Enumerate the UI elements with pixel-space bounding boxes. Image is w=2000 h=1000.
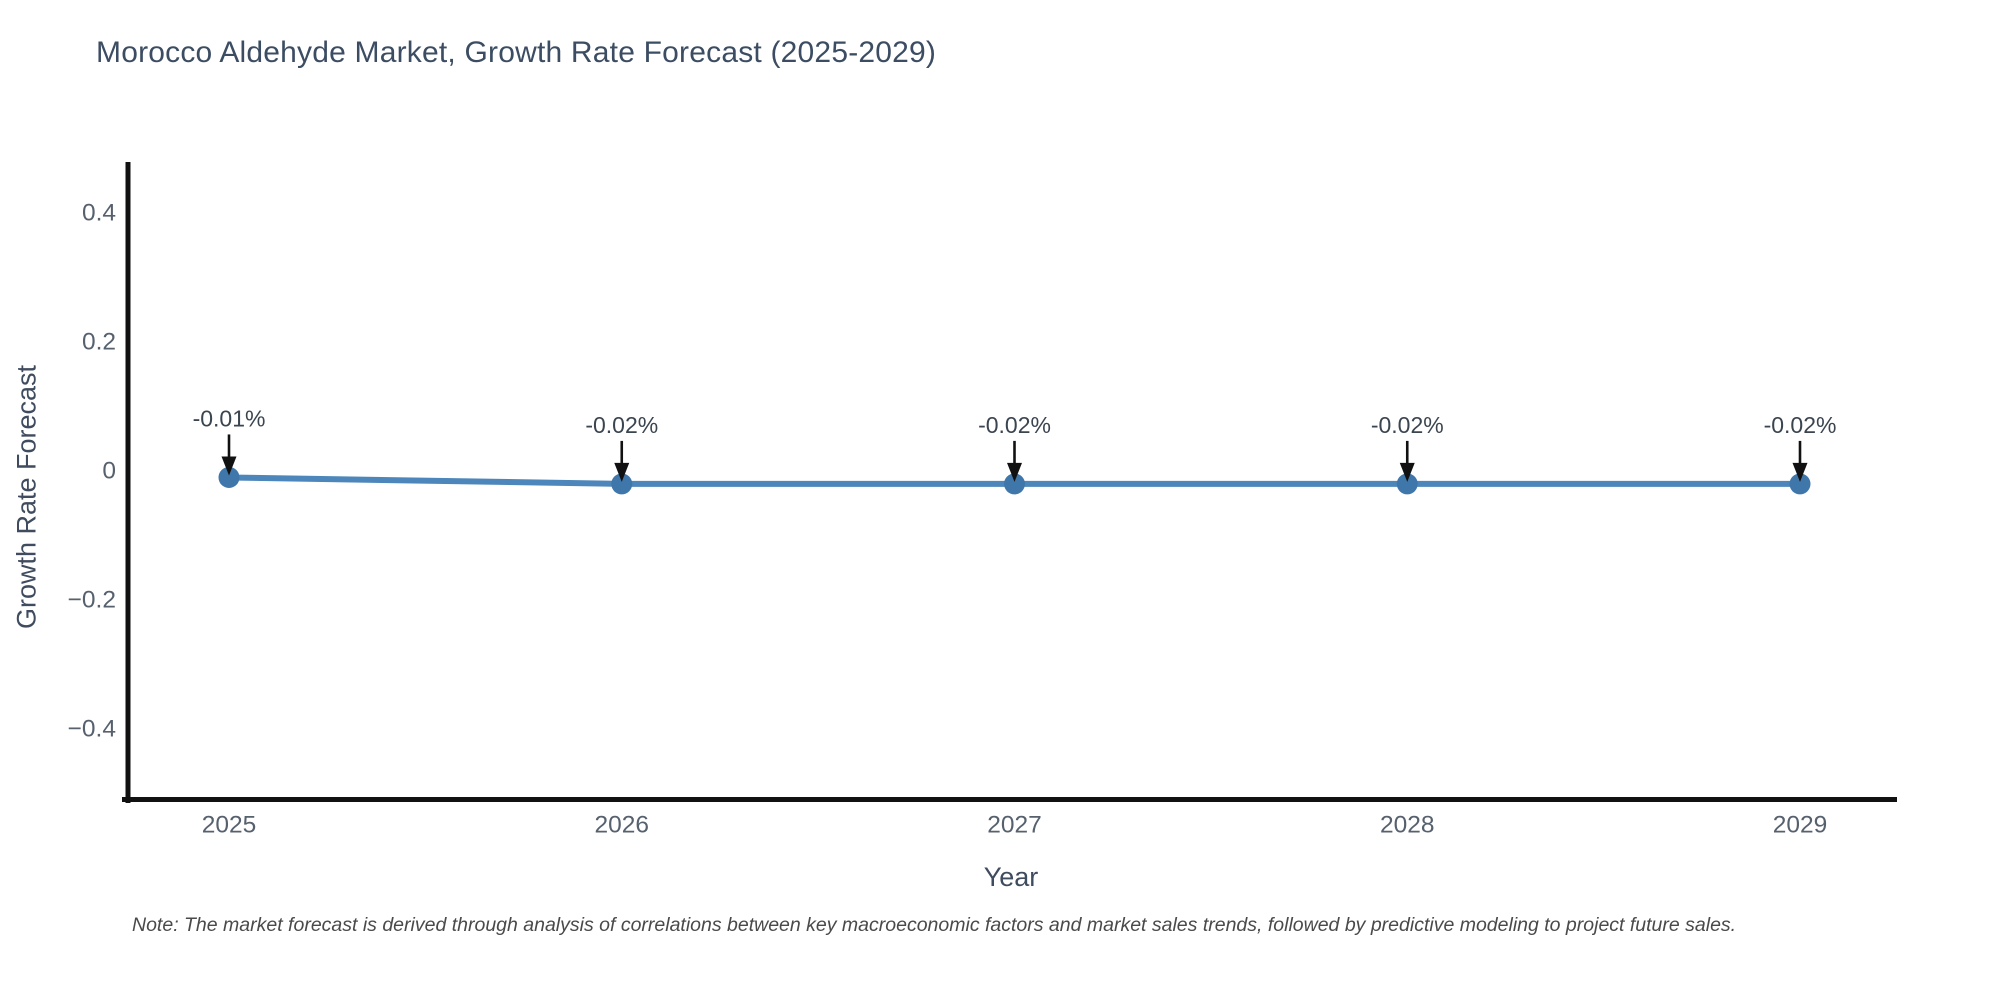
chart-footnote: Note: The market forecast is derived thr… bbox=[132, 914, 1737, 936]
annotation-arrow-head bbox=[614, 462, 630, 482]
data-point-2027[interactable] bbox=[1004, 473, 1025, 495]
x-tick-label: 2029 bbox=[1773, 812, 1828, 839]
x-axis-line bbox=[122, 797, 1897, 802]
y-tick-label: 0.2 bbox=[82, 329, 116, 356]
annotation-arrow-head bbox=[221, 456, 237, 476]
point-label: -0.02% bbox=[1764, 412, 1837, 438]
annotation-arrow-head bbox=[1007, 462, 1022, 482]
y-tick-label: 0.4 bbox=[82, 200, 116, 227]
y-axis-title: Growth Rate Forecast bbox=[11, 364, 42, 630]
x-tick-label: 2025 bbox=[202, 812, 257, 839]
y-axis-line bbox=[125, 162, 131, 803]
point-label: -0.02% bbox=[1371, 412, 1444, 438]
chart-title: Morocco Aldehyde Market, Growth Rate For… bbox=[96, 36, 937, 69]
x-axis-title: Year bbox=[983, 862, 1039, 892]
y-tick-label: −0.2 bbox=[68, 587, 116, 614]
data-point-2025[interactable] bbox=[218, 466, 240, 488]
x-tick-label: 2026 bbox=[594, 812, 649, 839]
data-point-2028[interactable] bbox=[1396, 473, 1418, 495]
point-label: -0.02% bbox=[978, 412, 1051, 438]
x-tick-label: 2028 bbox=[1380, 812, 1435, 839]
point-label: -0.01% bbox=[193, 405, 266, 431]
annotation-arrow-head bbox=[1792, 462, 1808, 482]
y-tick-label: −0.4 bbox=[68, 716, 116, 743]
data-point-2026[interactable] bbox=[611, 473, 633, 495]
x-tick-label: 2027 bbox=[987, 812, 1042, 839]
data-point-2029[interactable] bbox=[1789, 473, 1811, 495]
annotation-arrow-head bbox=[1399, 462, 1415, 482]
y-tick-label: 0 bbox=[102, 458, 116, 485]
point-label: -0.02% bbox=[585, 412, 658, 438]
